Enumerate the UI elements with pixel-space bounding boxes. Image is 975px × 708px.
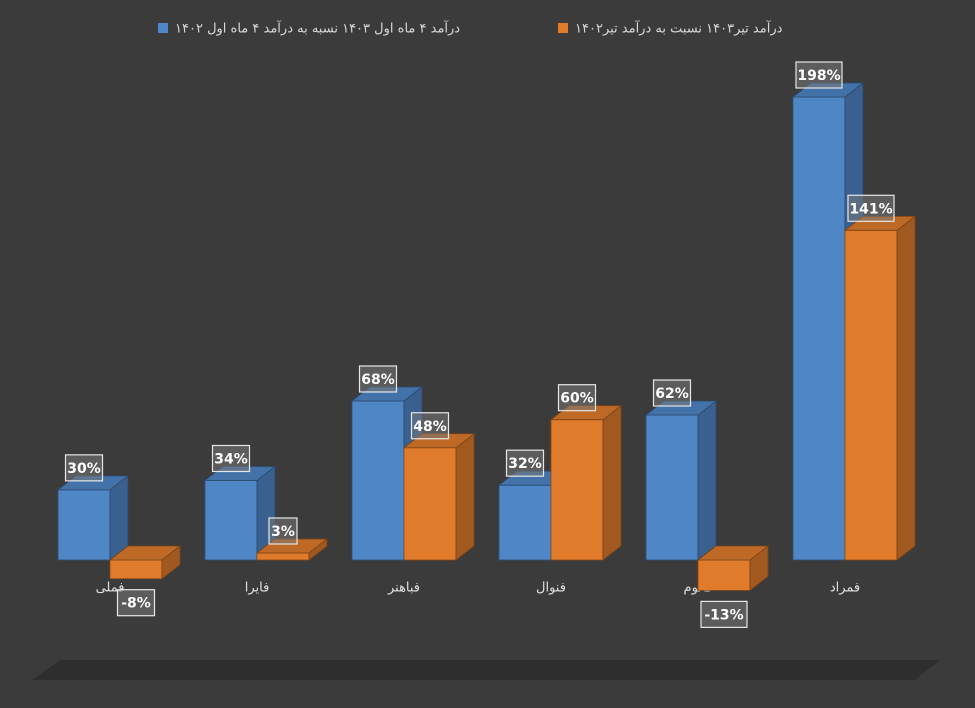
bar-side [896,215,916,561]
bar-front [498,484,552,561]
bar-front [645,414,699,561]
value-label-box [652,379,692,407]
value-label: 62% [655,386,689,402]
bar [108,545,182,580]
value-label: 30% [67,461,101,477]
bar [203,465,277,561]
bar [644,400,718,561]
legend-swatch [158,23,168,33]
value-label: 198% [797,68,840,84]
bar-front [256,552,310,561]
value-label: 32% [508,456,542,472]
category-label: فباهنر [387,581,420,596]
value-label-box [505,449,545,477]
value-label: -8% [121,596,151,612]
bar-side [697,400,717,561]
bar-front [403,447,457,561]
bar-front [204,480,258,561]
bar-front [109,559,163,580]
value-label: 141% [849,201,892,217]
value-label-box [410,412,450,440]
bar [549,404,623,561]
bar-front [351,400,405,561]
category-label: فمراد [830,581,860,596]
bar-top [696,545,770,561]
value-label: 3% [271,524,295,540]
value-label-box [64,454,104,482]
value-label: -13% [704,607,743,623]
value-label: 60% [560,391,594,407]
legend-label: درآمد تیر۱۴۰۳ نسبت به درآمد تیر۱۴۰۲ [575,20,783,37]
bar-front [550,419,604,561]
value-label: 34% [214,451,248,467]
value-label-box [795,61,843,89]
bar-side [455,432,475,561]
category-label: فنوال [536,581,566,596]
bar [56,475,130,561]
legend-label: درآمد ۴ ماه اول ۱۴۰۳ نسبه به درآمد ۴ ماه… [175,20,460,37]
bar-side [109,475,129,561]
category-label: فایرا [245,581,270,596]
bar-front [844,229,898,561]
bar [843,215,917,561]
value-label-box [116,589,156,617]
bar-front [697,559,751,591]
bar-top [108,545,182,561]
value-label: 68% [361,372,395,388]
value-label-box [847,194,895,222]
floor [32,660,940,680]
value-label-box [268,517,298,545]
bar [402,432,476,561]
bar [696,545,770,592]
bar-front [792,96,846,561]
bar-side [602,404,622,561]
bar-front [57,489,111,561]
value-label-box [358,365,398,393]
value-label-box [700,600,748,628]
value-label-box [211,444,251,473]
value-label-box [557,384,597,412]
legend-swatch [558,23,568,33]
value-label: 48% [413,419,447,435]
